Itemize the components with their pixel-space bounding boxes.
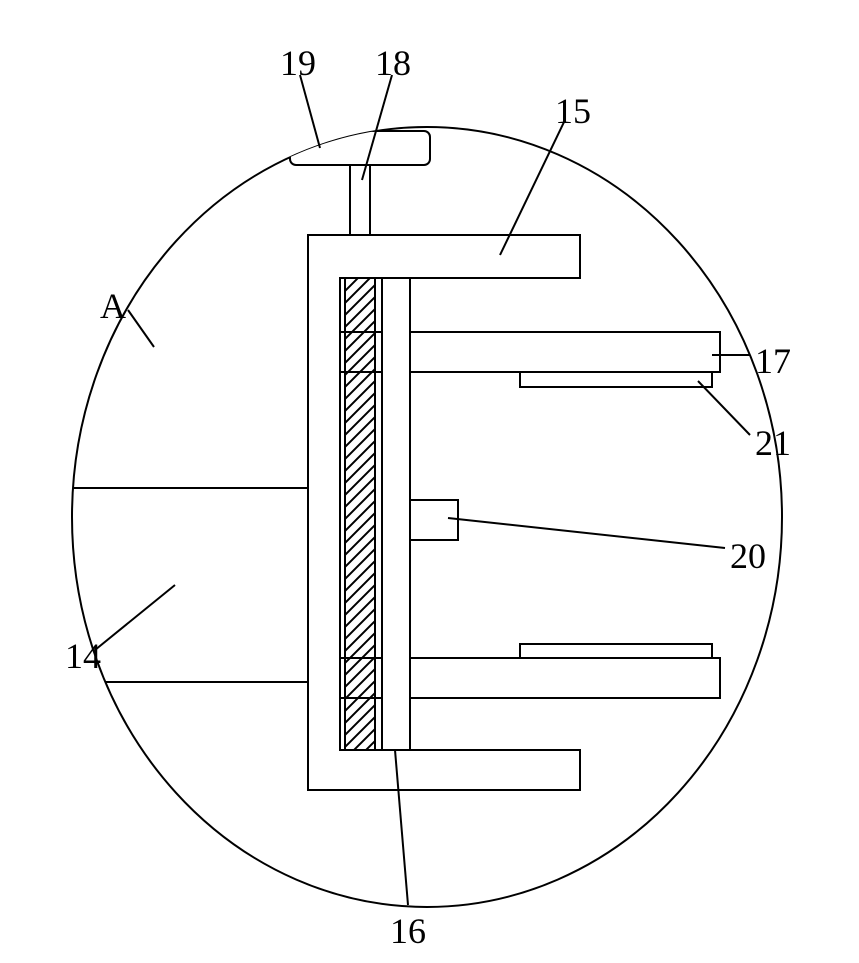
- label-21: 21: [755, 422, 791, 464]
- leader-20: [448, 518, 725, 548]
- label-17: 17: [755, 340, 791, 382]
- label-16: 16: [390, 910, 426, 952]
- pad-upper-21: [520, 372, 712, 387]
- pad-lower: [520, 644, 712, 658]
- leader-21: [698, 381, 750, 435]
- figure-canvas: A 14 15 16 17 18 19 20 21: [0, 0, 859, 963]
- screw-channel-18: [345, 278, 375, 750]
- engineering-drawing: [0, 0, 859, 963]
- leader-19: [300, 75, 320, 148]
- guide-rod-16: [382, 278, 410, 750]
- leader-14: [95, 585, 175, 650]
- label-14: 14: [65, 635, 101, 677]
- leader-A: [128, 310, 154, 347]
- label-18: 18: [375, 42, 411, 84]
- clipped-content: [72, 131, 720, 790]
- stop-block-20: [410, 500, 458, 540]
- label-20: 20: [730, 535, 766, 577]
- label-19: 19: [280, 42, 316, 84]
- label-A: A: [100, 285, 126, 327]
- beam-14: [72, 488, 308, 682]
- label-15: 15: [555, 90, 591, 132]
